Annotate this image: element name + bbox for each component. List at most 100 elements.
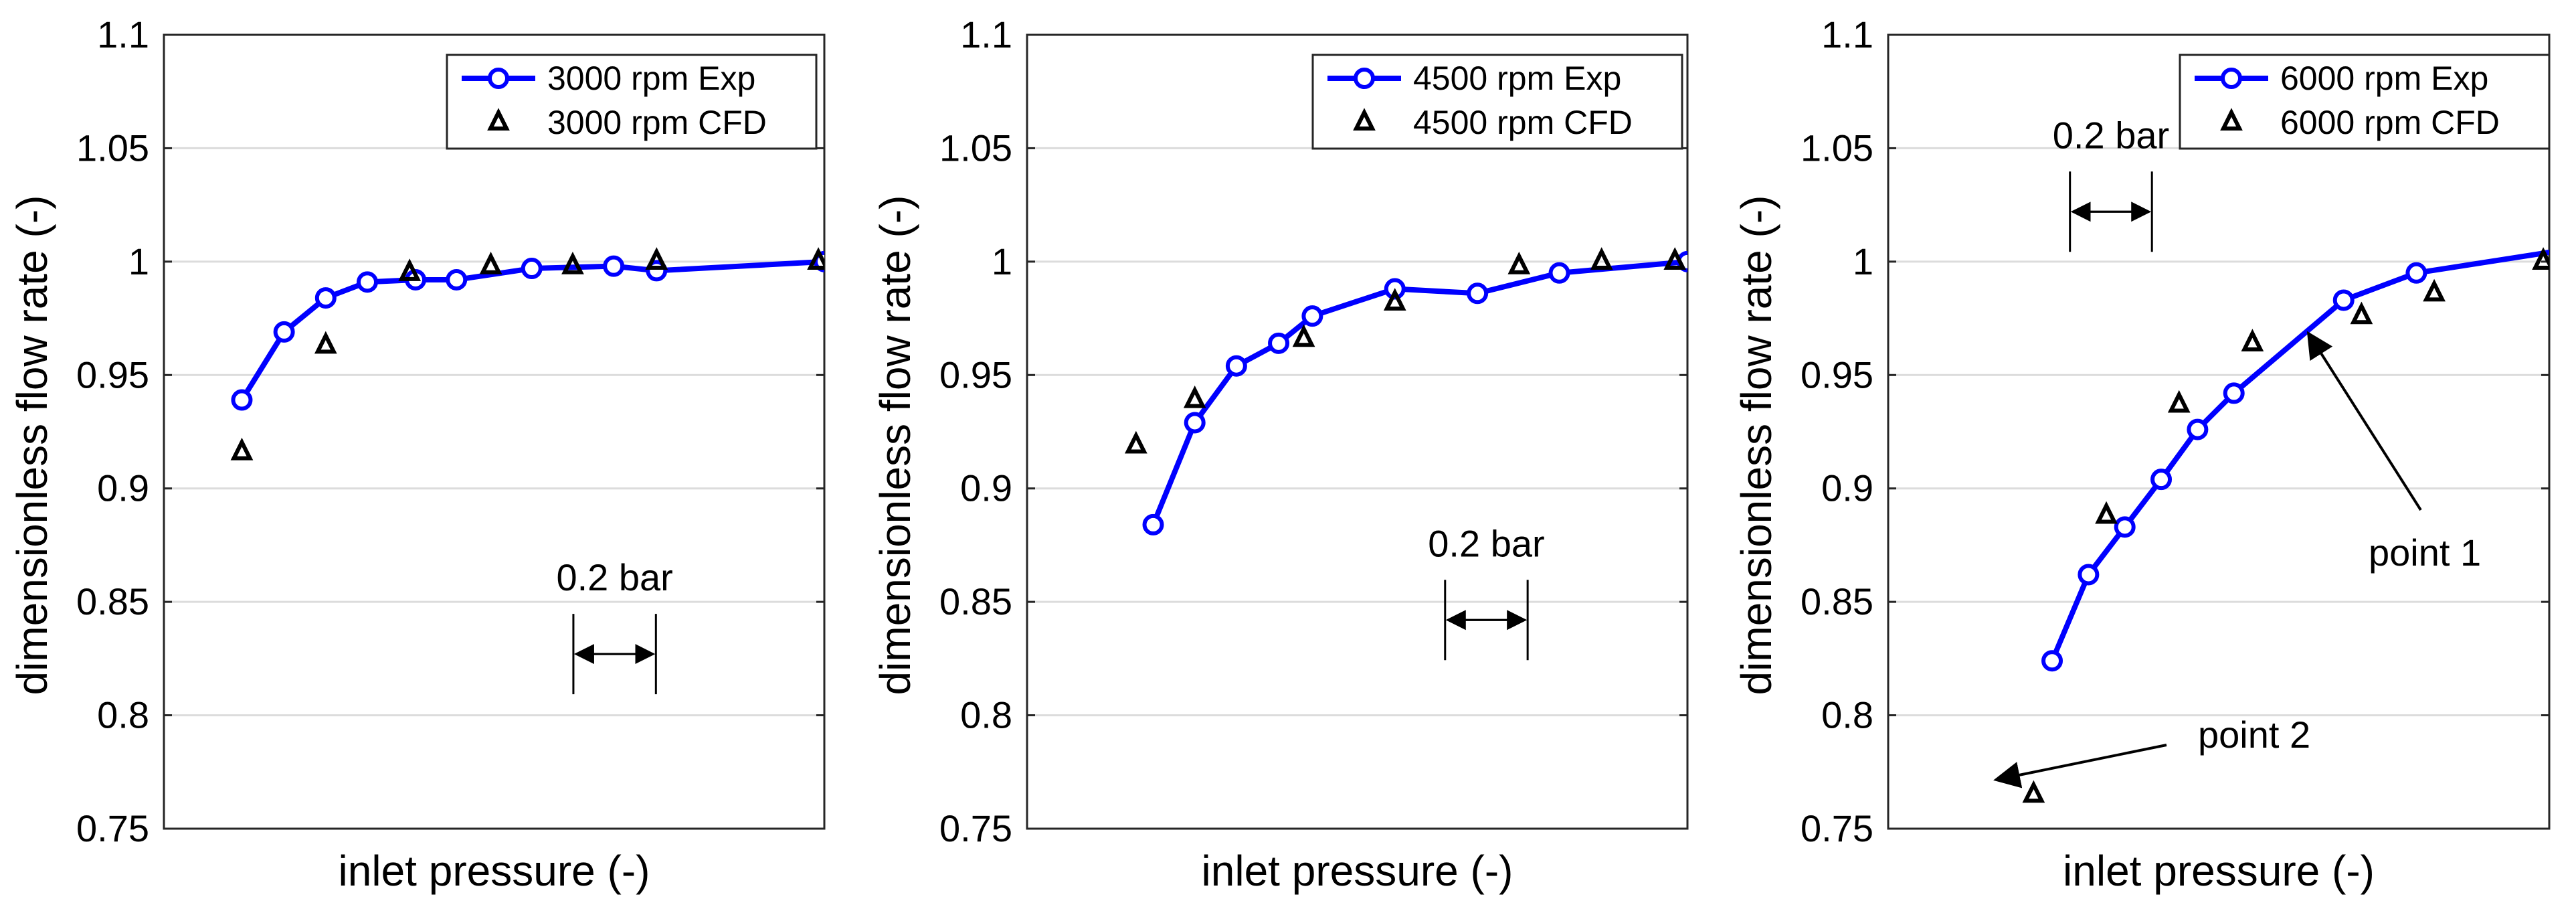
y-tick-label: 0.9 xyxy=(960,467,1012,509)
chart-panel-3: 0.75 0.8 0.85 0.9 0.95 1 1.05 1.1 inlet pressure… xyxy=(1732,13,2571,895)
data-point-cfd xyxy=(1292,324,1315,347)
data-point-cfd xyxy=(2241,329,2264,351)
legend-marker-triangle xyxy=(487,108,510,131)
annotation-label: point 1 xyxy=(2369,531,2481,574)
y-tick-label: 0.8 xyxy=(1821,694,1873,736)
y-tick-label: 1 xyxy=(1853,240,1873,282)
legend-label: 6000 rpm CFD xyxy=(2280,104,2500,141)
annotation-arrow xyxy=(2306,331,2422,511)
y-tick-label: 1.1 xyxy=(97,13,149,56)
data-point-cfd xyxy=(1183,385,1206,408)
y-tick-label: 1.05 xyxy=(76,127,149,169)
scale-bar-label: 0.2 bar xyxy=(556,556,672,598)
y-tick-label: 0.95 xyxy=(1801,353,1873,396)
data-point-exp xyxy=(446,268,468,290)
y-tick-label: 1.1 xyxy=(960,13,1012,56)
data-point-cfd xyxy=(398,258,422,281)
legend-marker-triangle xyxy=(2220,108,2243,131)
y-tick-label: 0.75 xyxy=(939,807,1012,849)
plot-area xyxy=(1027,35,1687,829)
legend: 6000 rpm Exp 6000 rpm CFD xyxy=(2179,54,2551,150)
y-tick-label: 0.95 xyxy=(939,353,1012,396)
x-axis-label: inlet pressure (-) xyxy=(2063,847,2375,895)
series-group xyxy=(230,247,824,461)
legend-marker-circle xyxy=(488,68,509,89)
data-point-exp xyxy=(1268,332,1290,354)
point-annotation: point 2 xyxy=(1993,714,2310,788)
data-point-exp xyxy=(603,255,625,277)
data-point-exp xyxy=(2150,469,2173,491)
data-point-cfd xyxy=(479,252,502,274)
y-tick-label: 0.9 xyxy=(1821,467,1873,509)
data-point-exp xyxy=(1548,262,1570,284)
y-tick-label: 0.85 xyxy=(939,580,1012,622)
scale-bar-label: 0.2 bar xyxy=(2053,114,2169,156)
data-point-cfd xyxy=(314,331,337,354)
y-tick-label: 1.05 xyxy=(1801,127,1873,169)
legend: 4500 rpm Exp 4500 rpm CFD xyxy=(1311,54,1683,150)
legend-marker-circle xyxy=(1354,68,1375,89)
y-tick-label: 0.9 xyxy=(97,467,149,509)
series-line xyxy=(240,258,824,402)
series-group xyxy=(1124,247,1687,535)
series-group xyxy=(2022,242,2571,803)
data-point-cfd xyxy=(561,252,584,274)
data-point-exp xyxy=(2223,382,2245,404)
legend-box xyxy=(1311,54,1683,150)
legend-label: 4500 rpm Exp xyxy=(1413,60,1621,97)
data-point-exp xyxy=(2187,418,2209,440)
scale-bar-annotation: 0.2 bar xyxy=(2053,114,2169,252)
annotation-arrow xyxy=(1993,744,2167,788)
annotation-label: point 2 xyxy=(2198,714,2310,756)
data-point-exp xyxy=(2078,564,2100,586)
data-point-exp xyxy=(1301,305,1323,327)
scale-bar-label: 0.2 bar xyxy=(1428,522,1544,564)
data-point-cfd xyxy=(230,437,254,461)
data-point-cfd xyxy=(807,247,824,270)
x-axis-label: inlet pressure (-) xyxy=(339,847,650,895)
chart-panel-1: 0.75 0.8 0.85 0.9 0.95 1 1.05 1.1 inlet pressure… xyxy=(8,13,826,895)
y-tick-label: 0.8 xyxy=(960,694,1012,736)
y-tick-label: 0.95 xyxy=(76,353,149,396)
data-point-cfd xyxy=(1507,252,1531,274)
legend-label: 4500 rpm CFD xyxy=(1413,104,1633,141)
data-point-exp xyxy=(231,389,253,411)
axes-box xyxy=(1026,33,1689,830)
data-point-cfd xyxy=(2423,278,2446,302)
plot-area xyxy=(164,35,824,829)
legend-label: 6000 rpm Exp xyxy=(2280,60,2488,97)
data-point-exp xyxy=(2114,516,2136,538)
data-point-cfd xyxy=(2532,247,2549,270)
data-point-exp xyxy=(1142,513,1164,535)
data-point-exp xyxy=(521,258,543,280)
data-point-exp xyxy=(1225,355,1247,377)
scale-bar-annotation: 0.2 bar xyxy=(1428,522,1545,661)
data-point-cfd xyxy=(645,247,668,270)
data-point-exp xyxy=(2041,650,2063,672)
point-annotation: point 1 xyxy=(2306,331,2481,574)
data-point-exp xyxy=(314,287,337,309)
x-axis-label: inlet pressure (-) xyxy=(1202,847,1513,895)
data-point-exp xyxy=(273,321,295,343)
legend-label: 3000 rpm CFD xyxy=(547,104,767,141)
data-point-cfd xyxy=(2095,501,2118,524)
data-point-cfd xyxy=(1124,430,1147,454)
y-axis-label: dimensionless flow rate (-) xyxy=(871,195,919,695)
chart-panel-2: 0.75 0.8 0.85 0.9 0.95 1 1.05 1.1 inlet pressure… xyxy=(871,13,1689,895)
y-tick-label: 0.75 xyxy=(1801,807,1873,849)
plot-area xyxy=(1888,35,2549,829)
y-axis-label: dimensionless flow rate (-) xyxy=(8,195,56,695)
y-tick-label: 0.8 xyxy=(97,694,149,736)
data-point-cfd xyxy=(2350,301,2373,325)
data-point-cfd xyxy=(2167,390,2191,413)
data-point-exp xyxy=(2405,262,2427,284)
axes-box xyxy=(1887,33,2551,830)
data-point-cfd xyxy=(2022,780,2045,803)
data-point-exp xyxy=(2332,289,2355,311)
data-point-cfd xyxy=(1663,247,1687,270)
y-tick-label: 1 xyxy=(128,240,149,282)
data-point-cfd xyxy=(1383,288,1406,311)
data-point-exp xyxy=(356,271,378,293)
data-point-exp xyxy=(2554,242,2571,259)
data-point-exp xyxy=(1467,282,1489,305)
